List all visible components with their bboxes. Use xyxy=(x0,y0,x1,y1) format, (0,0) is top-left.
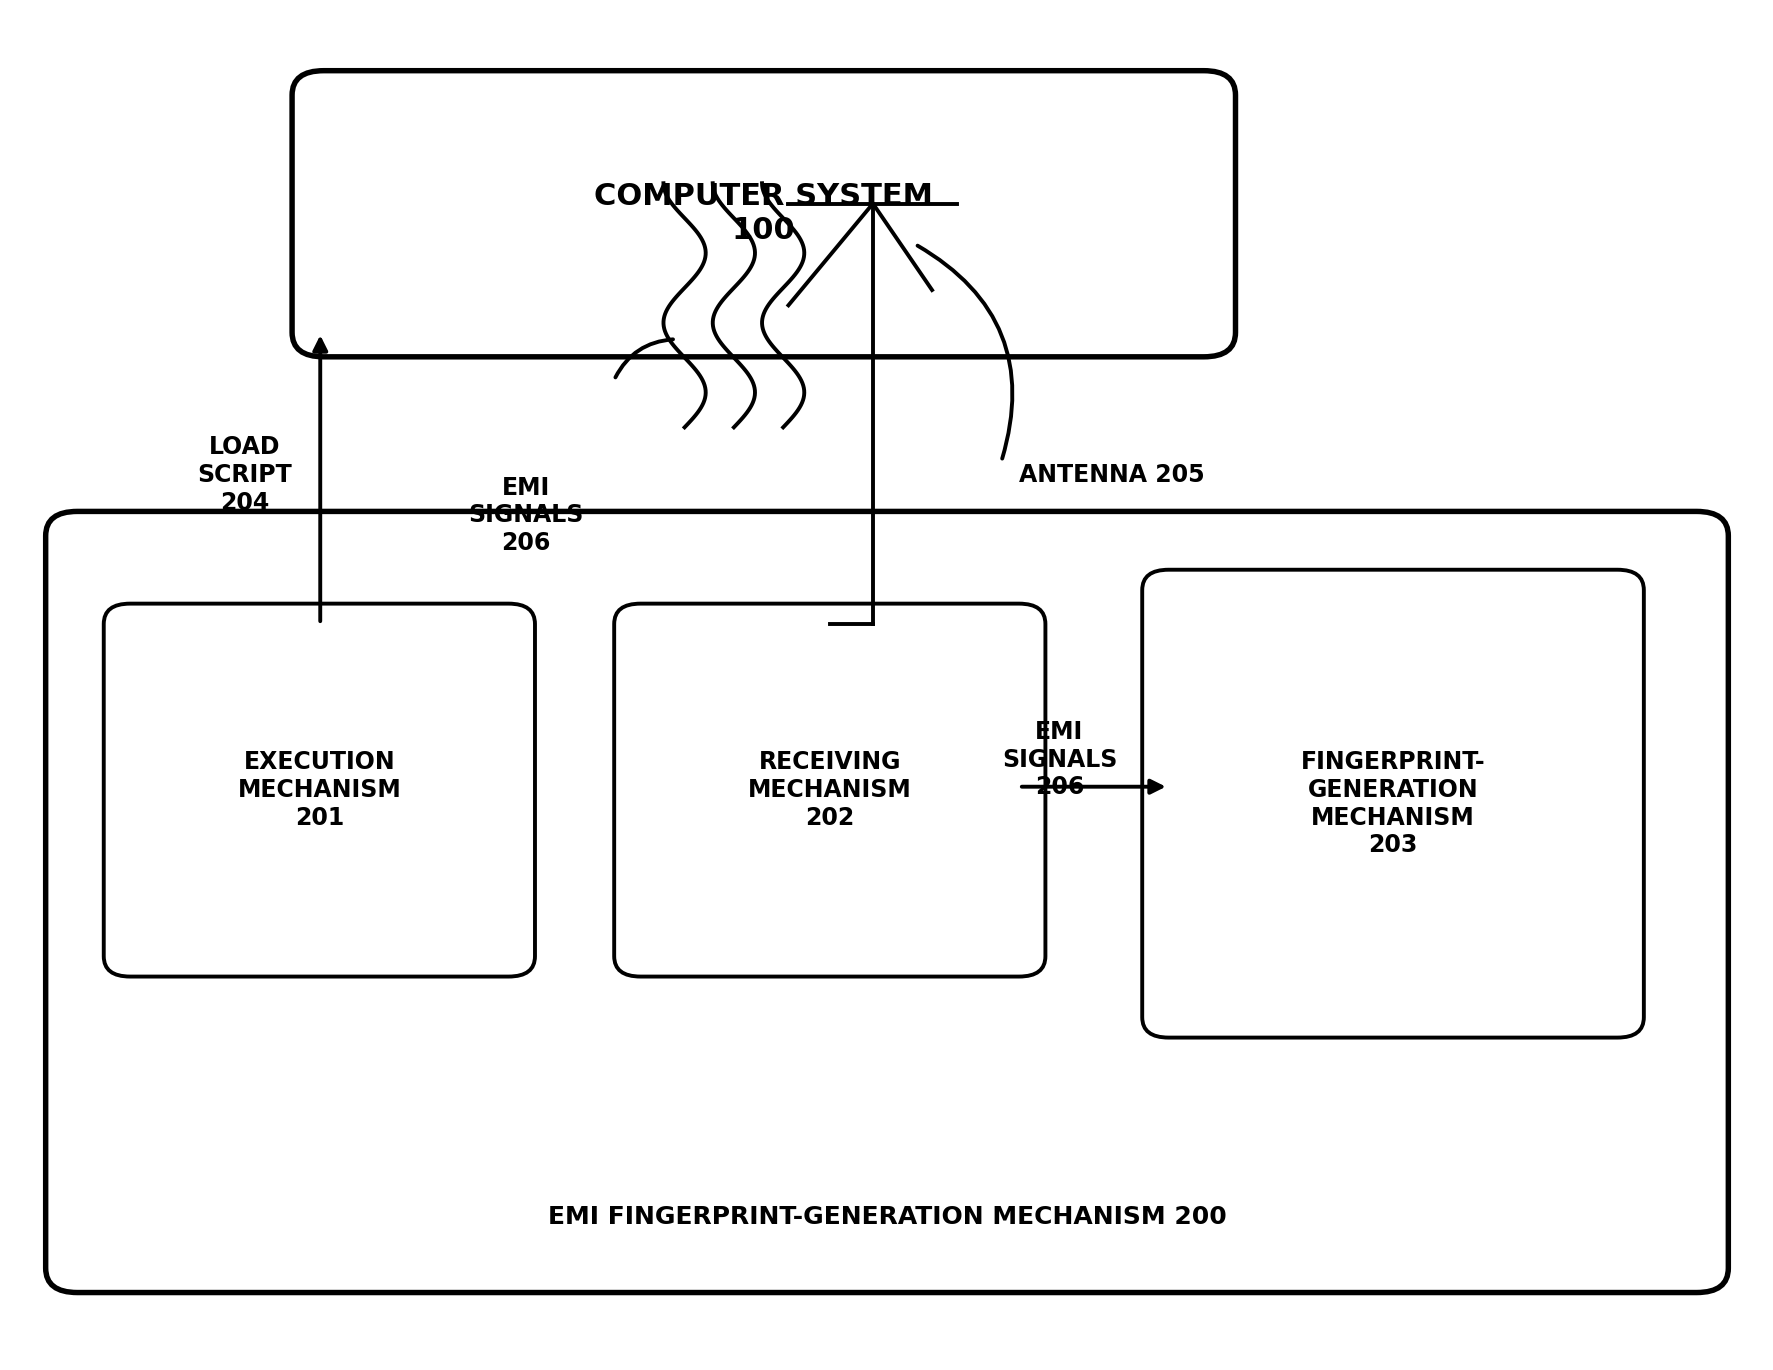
Text: EXECUTION
MECHANISM
201: EXECUTION MECHANISM 201 xyxy=(238,751,401,830)
Text: FINGERPRINT-
GENERATION
MECHANISM
203: FINGERPRINT- GENERATION MECHANISM 203 xyxy=(1300,749,1484,858)
FancyBboxPatch shape xyxy=(1142,570,1644,1037)
Text: LOAD
SCRIPT
204: LOAD SCRIPT 204 xyxy=(197,436,293,515)
FancyBboxPatch shape xyxy=(613,604,1044,977)
Text: EMI
SIGNALS
206: EMI SIGNALS 206 xyxy=(468,475,583,555)
Text: COMPUTER SYSTEM
100: COMPUTER SYSTEM 100 xyxy=(594,182,933,245)
Text: ANTENNA 205: ANTENNA 205 xyxy=(1018,463,1204,486)
FancyBboxPatch shape xyxy=(293,71,1234,356)
Text: RECEIVING
MECHANISM
202: RECEIVING MECHANISM 202 xyxy=(748,751,911,830)
FancyBboxPatch shape xyxy=(103,604,535,977)
Text: EMI
SIGNALS
206: EMI SIGNALS 206 xyxy=(1002,719,1117,799)
Text: EMI FINGERPRINT-GENERATION MECHANISM 200: EMI FINGERPRINT-GENERATION MECHANISM 200 xyxy=(548,1204,1225,1229)
FancyBboxPatch shape xyxy=(46,511,1727,1292)
